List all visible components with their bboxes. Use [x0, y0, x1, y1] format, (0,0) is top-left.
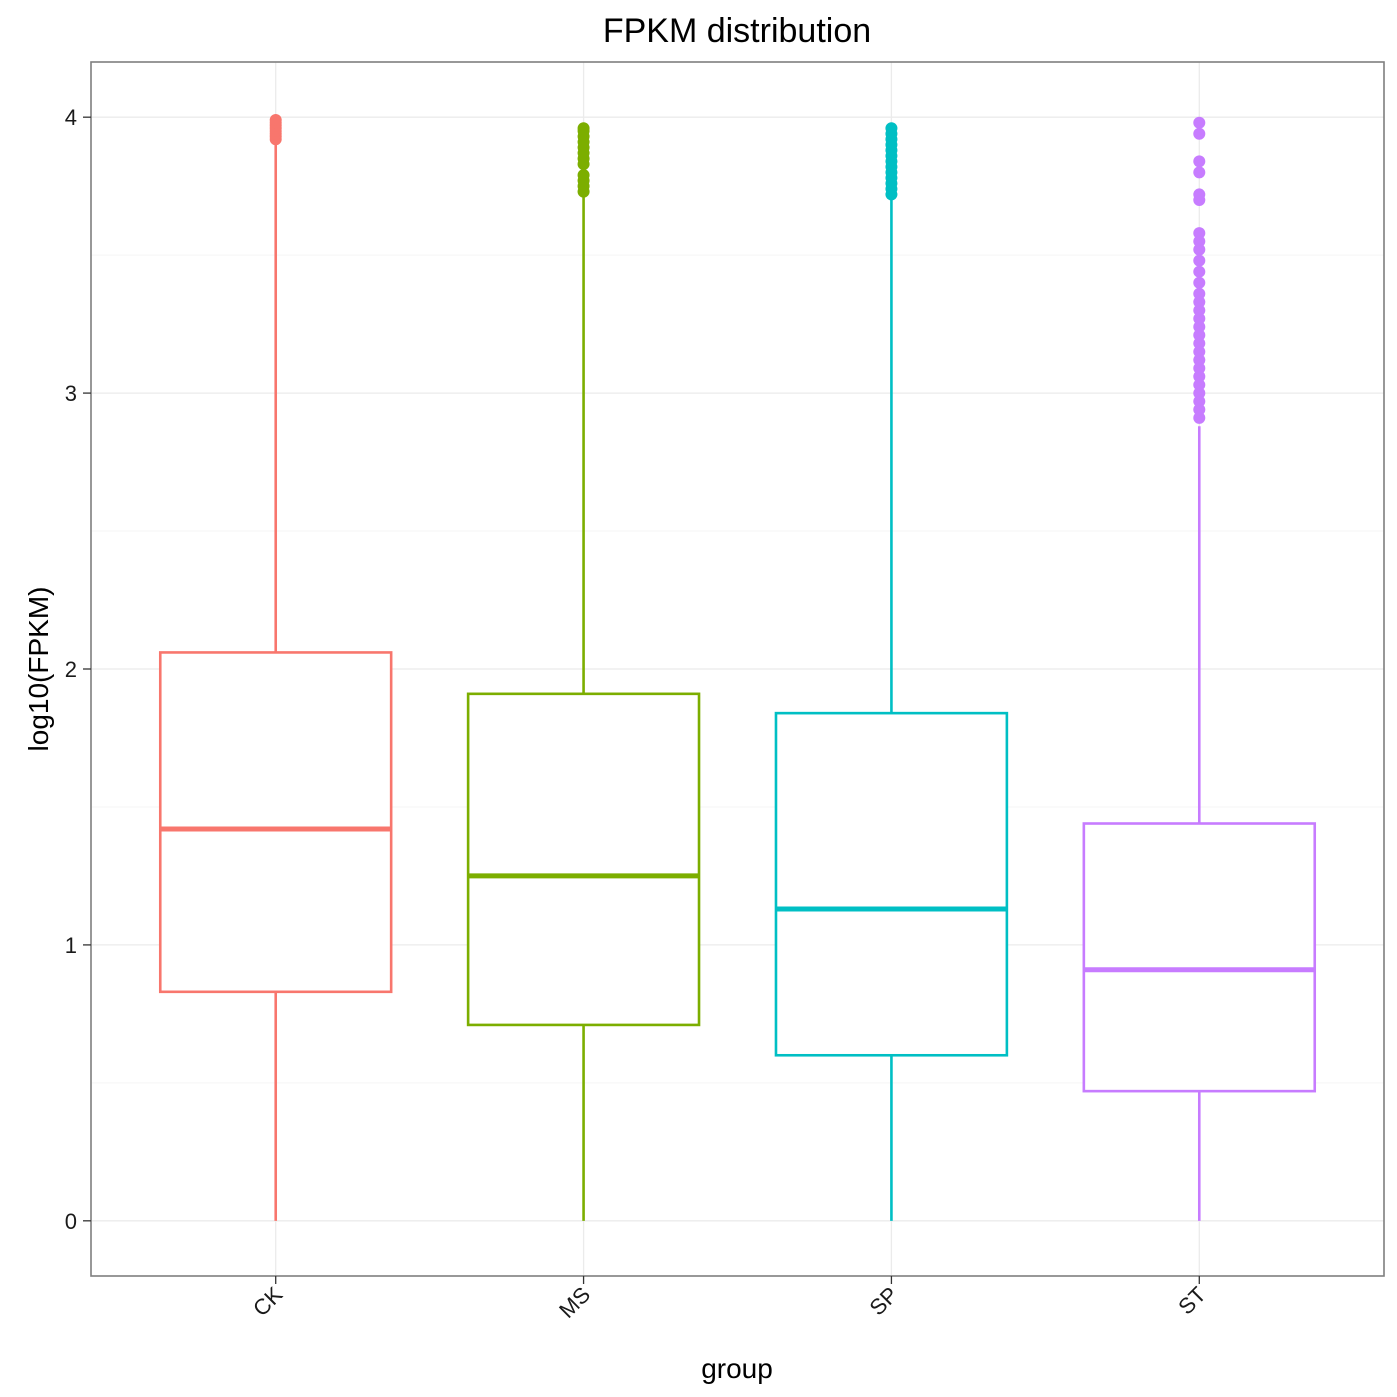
- outlier-point: [1193, 362, 1206, 375]
- box-group-st: [1082, 116, 1317, 1221]
- iqr-box: [774, 711, 1009, 1057]
- box-group-sp: [774, 122, 1009, 1221]
- outlier-point: [577, 169, 590, 182]
- outlier-point: [1193, 276, 1206, 289]
- outlier-point: [1193, 312, 1206, 325]
- outlier-point: [1193, 387, 1206, 400]
- chart-title: FPKM distribution: [603, 12, 871, 50]
- outlier-point: [1193, 378, 1206, 391]
- y-tick-label: 2: [65, 657, 77, 682]
- outlier-point: [1193, 188, 1206, 201]
- y-tick-label: 0: [65, 1209, 77, 1234]
- box-layer: [158, 113, 1317, 1221]
- y-tick-label: 4: [65, 105, 77, 130]
- outlier-point: [885, 122, 898, 135]
- outlier-point: [1193, 411, 1206, 424]
- box-group-ms: [466, 122, 701, 1221]
- outlier-point: [1193, 353, 1206, 366]
- outlier-point: [1193, 296, 1206, 309]
- outlier-point: [1193, 403, 1206, 416]
- outlier-point: [1193, 116, 1206, 129]
- outlier-point: [1193, 395, 1206, 408]
- outlier-point: [1193, 254, 1206, 267]
- x-axis-title: group: [701, 1353, 773, 1384]
- outlier-point: [1193, 370, 1206, 383]
- outlier-point: [1193, 337, 1206, 350]
- iqr-box: [1082, 822, 1317, 1093]
- outlier-point: [1193, 127, 1206, 140]
- outlier-point: [1193, 243, 1206, 256]
- outlier-point: [1193, 329, 1206, 342]
- y-axis-title: log10(FPKM): [23, 587, 54, 752]
- outlier-point: [1193, 320, 1206, 333]
- iqr-box: [158, 651, 393, 994]
- outlier-point: [269, 113, 282, 126]
- y-tick-label: 3: [65, 381, 77, 406]
- outlier-point: [1193, 235, 1206, 248]
- outlier-point: [577, 122, 590, 135]
- y-tick-label: 1: [65, 933, 77, 958]
- outlier-point: [1193, 166, 1206, 179]
- outlier-point: [1193, 345, 1206, 358]
- box-group-ck: [158, 113, 393, 1221]
- outlier-point: [1193, 227, 1206, 240]
- outlier-point: [1193, 265, 1206, 278]
- iqr-box: [466, 692, 701, 1027]
- outlier-point: [1193, 304, 1206, 317]
- outlier-point: [1193, 287, 1206, 300]
- outlier-point: [1193, 155, 1206, 168]
